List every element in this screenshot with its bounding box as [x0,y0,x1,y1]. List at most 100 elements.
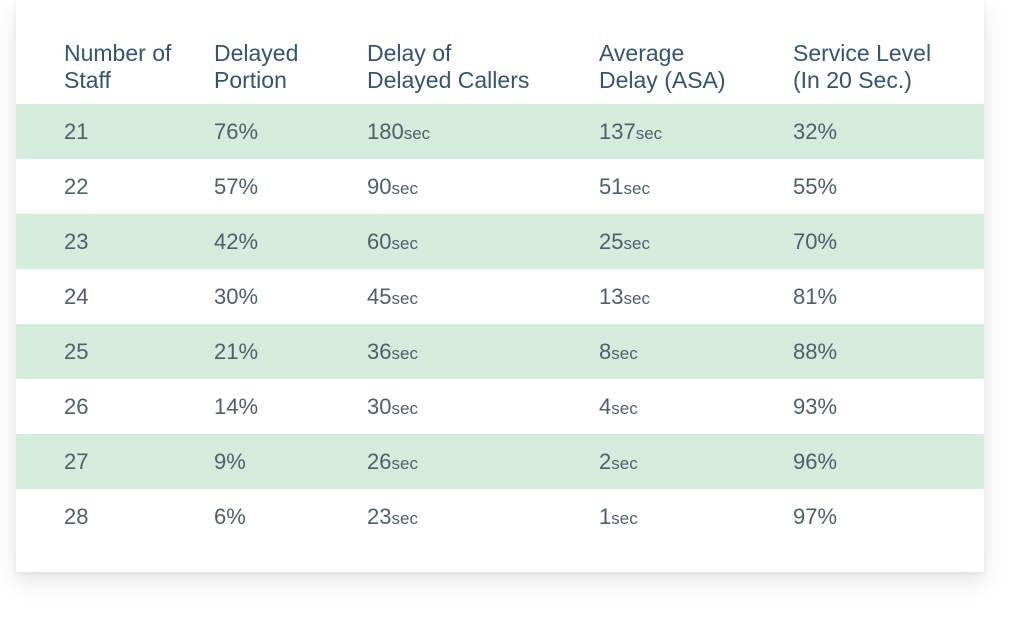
header-delay-of-delayed-callers: Delay of Delayed Callers [367,40,529,94]
cell-value: 137 [599,119,636,144]
header-line: Portion [214,67,287,93]
header-line: Delayed [214,40,299,66]
cell-service-level: 97% [793,489,837,544]
cell-value: 8 [599,339,612,364]
header-delayed-portion: Delayed Portion [214,40,298,94]
cell-value: 25 [599,229,624,254]
cell-unit: sec [611,344,638,363]
header-number-of-staff: Number of Staff [64,40,171,94]
table-row: 27 9% 26sec 2sec 96% [16,434,984,489]
cell-average-delay: 25sec [599,214,650,269]
table-row: 24 30% 45sec 13sec 81% [16,269,984,324]
cell-value: 90 [367,174,392,199]
cell-delay-of-delayed: 60sec [367,214,418,269]
cell-average-delay: 4sec [599,379,638,434]
cell-delay-of-delayed: 180sec [367,104,430,159]
cell-delayed-portion: 6% [214,489,246,544]
cell-value: 9% [214,449,246,474]
cell-delayed-portion: 9% [214,434,246,489]
header-line: Staff [64,67,111,93]
cell-staff: 27 [64,434,88,489]
table-row: 25 21% 36sec 8sec 88% [16,324,984,379]
cell-value: 32% [793,119,838,144]
header-line: Delayed Callers [367,67,530,93]
cell-delayed-portion: 30% [214,269,258,324]
cell-delayed-portion: 42% [214,214,258,269]
table-row: 28 6% 23sec 1sec 97% [16,489,984,544]
cell-delayed-portion: 21% [214,324,258,379]
cell-unit: sec [611,399,638,418]
cell-value: 28 [64,504,89,529]
table-row: 26 14% 30sec 4sec 93% [16,379,984,434]
cell-value: 4 [599,394,612,419]
cell-staff: 26 [64,379,88,434]
cell-value: 60 [367,229,392,254]
cell-unit: sec [391,344,418,363]
cell-unit: sec [391,289,418,308]
header-line: Delay of [367,40,452,66]
cell-value: 6% [214,504,246,529]
cell-delay-of-delayed: 30sec [367,379,418,434]
cell-value: 30% [214,284,259,309]
cell-service-level: 96% [793,434,837,489]
cell-delay-of-delayed: 36sec [367,324,418,379]
header-service-level: Service Level (In 20 Sec.) [793,40,931,94]
cell-value: 1 [599,504,612,529]
cell-delay-of-delayed: 45sec [367,269,418,324]
cell-staff: 24 [64,269,88,324]
cell-average-delay: 13sec [599,269,650,324]
cell-delayed-portion: 57% [214,159,258,214]
cell-unit: sec [391,454,418,473]
cell-value: 36 [367,339,392,364]
cell-unit: sec [623,289,650,308]
cell-unit: sec [623,179,650,198]
cell-average-delay: 8sec [599,324,638,379]
cell-delay-of-delayed: 23sec [367,489,418,544]
cell-unit: sec [611,509,638,528]
cell-value: 57% [214,174,259,199]
cell-unit: sec [391,234,418,253]
cell-average-delay: 2sec [599,434,638,489]
cell-average-delay: 1sec [599,489,638,544]
cell-value: 23 [367,504,392,529]
header-line: Average [599,40,685,66]
cell-value: 51 [599,174,624,199]
cell-service-level: 55% [793,159,837,214]
table-header: Number of Staff Delayed Portion Delay of… [16,0,984,104]
cell-value: 27 [64,449,89,474]
cell-staff: 21 [64,104,88,159]
cell-service-level: 93% [793,379,837,434]
header-line: Number of [64,40,172,66]
cell-staff: 25 [64,324,88,379]
cell-staff: 23 [64,214,88,269]
cell-value: 96% [793,449,838,474]
cell-value: 70% [793,229,838,254]
cell-unit: sec [403,124,431,143]
cell-value: 45 [367,284,392,309]
cell-value: 97% [793,504,838,529]
cell-staff: 22 [64,159,88,214]
cell-average-delay: 137sec [599,104,662,159]
cell-average-delay: 51sec [599,159,650,214]
cell-unit: sec [635,124,663,143]
cell-service-level: 32% [793,104,837,159]
cell-value: 14% [214,394,259,419]
cell-value: 26 [367,449,392,474]
cell-value: 81% [793,284,838,309]
cell-delay-of-delayed: 90sec [367,159,418,214]
table-row: 23 42% 60sec 25sec 70% [16,214,984,269]
staffing-table-card: Number of Staff Delayed Portion Delay of… [16,0,984,572]
cell-value: 25 [64,339,89,364]
cell-unit: sec [391,509,418,528]
cell-value: 55% [793,174,838,199]
cell-value: 21% [214,339,259,364]
cell-value: 21 [64,119,89,144]
cell-service-level: 88% [793,324,837,379]
cell-delay-of-delayed: 26sec [367,434,418,489]
cell-value: 93% [793,394,838,419]
cell-unit: sec [391,179,418,198]
header-line: (In 20 Sec.) [793,67,912,93]
cell-value: 88% [793,339,838,364]
cell-service-level: 70% [793,214,837,269]
cell-value: 22 [64,174,89,199]
